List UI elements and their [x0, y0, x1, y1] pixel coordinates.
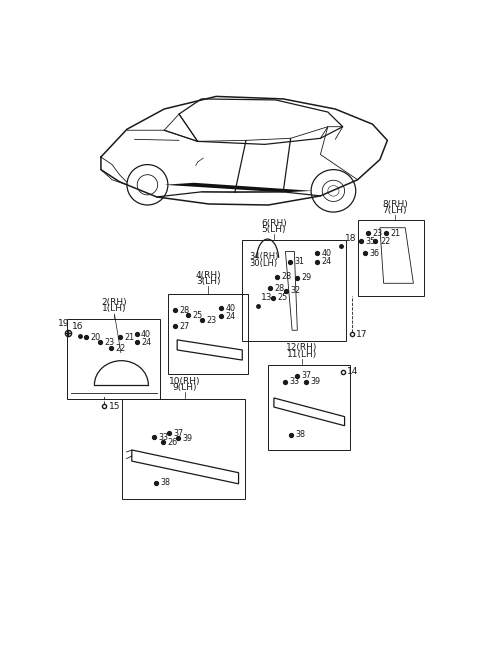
Text: 18: 18 [345, 234, 357, 243]
Text: 31: 31 [294, 257, 304, 266]
Text: 24: 24 [225, 312, 235, 321]
Text: 13: 13 [261, 293, 272, 302]
Text: 10(RH): 10(RH) [169, 377, 200, 386]
Text: 7(LH): 7(LH) [383, 206, 407, 215]
Text: 15: 15 [109, 401, 120, 411]
Text: 8(RH): 8(RH) [382, 200, 408, 209]
Text: 14: 14 [347, 367, 359, 376]
Bar [122, 399, 245, 499]
Text: 19: 19 [58, 319, 70, 328]
Text: 40: 40 [321, 249, 331, 258]
Text: 27: 27 [180, 321, 190, 331]
Polygon shape [164, 183, 313, 192]
Text: 21: 21 [390, 229, 400, 237]
Text: 30(LH): 30(LH) [250, 259, 278, 268]
Bar [358, 220, 424, 296]
Text: 1(LH): 1(LH) [102, 304, 126, 313]
Text: 5(LH): 5(LH) [262, 225, 286, 234]
Bar [242, 240, 347, 341]
Text: 23: 23 [372, 229, 383, 237]
Bar [67, 319, 160, 400]
Bar [268, 365, 350, 450]
Text: 37: 37 [302, 371, 312, 380]
Text: 39: 39 [310, 377, 320, 386]
Text: 32: 32 [290, 287, 301, 295]
Text: 22: 22 [115, 344, 125, 353]
Text: 28: 28 [274, 284, 284, 293]
Bar [168, 295, 248, 374]
Text: 23: 23 [206, 316, 216, 325]
Text: 28: 28 [281, 272, 291, 281]
Text: 3(LH): 3(LH) [196, 277, 220, 286]
Text: 16: 16 [72, 322, 83, 331]
Text: 26: 26 [167, 438, 177, 447]
Text: 38: 38 [160, 478, 170, 487]
Text: 34(RH): 34(RH) [250, 252, 279, 261]
Text: 2(RH): 2(RH) [101, 298, 127, 306]
Text: 17: 17 [356, 330, 368, 338]
Text: 33: 33 [158, 433, 168, 442]
Text: 24: 24 [321, 257, 331, 266]
Text: 35: 35 [365, 237, 375, 246]
Text: 20: 20 [91, 333, 101, 342]
Text: 24: 24 [141, 338, 151, 347]
Text: 37: 37 [173, 429, 183, 438]
Text: 39: 39 [182, 434, 192, 443]
Text: 36: 36 [370, 249, 380, 258]
Text: 33: 33 [290, 377, 300, 386]
Text: 25: 25 [193, 311, 203, 319]
Text: 40: 40 [141, 330, 151, 338]
Text: 23: 23 [105, 338, 115, 347]
Text: 9(LH): 9(LH) [172, 383, 197, 392]
Text: 6(RH): 6(RH) [261, 219, 287, 228]
Text: 21: 21 [125, 333, 135, 342]
Text: 29: 29 [301, 274, 312, 282]
Text: 22: 22 [380, 237, 390, 246]
Text: 11(LH): 11(LH) [287, 350, 317, 359]
Text: 40: 40 [225, 304, 235, 312]
Text: 25: 25 [277, 293, 288, 302]
Text: 4(RH): 4(RH) [195, 272, 221, 280]
Text: 38: 38 [295, 430, 305, 440]
Text: 12(RH): 12(RH) [286, 344, 317, 352]
Text: 28: 28 [180, 306, 190, 315]
